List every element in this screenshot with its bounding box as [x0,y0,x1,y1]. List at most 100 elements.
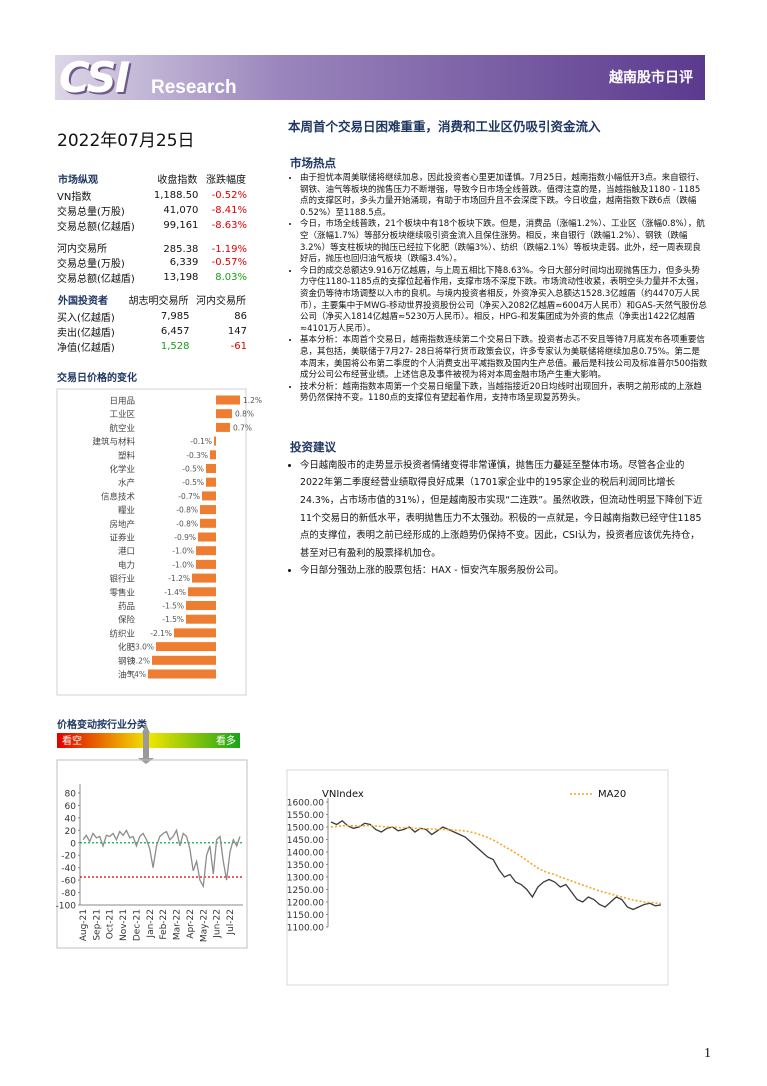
table-cell: 13,198 [163,272,199,283]
header-cell: 外国投资者 [58,295,108,307]
value-label: -1.4% [164,588,186,597]
value-label: -1.0% [172,560,194,569]
table-cell: 8.03% [215,272,247,283]
bullet-text: 今日，市场全线普跌，21个板块中有18个板块下跌。但是，消费品（涨幅1.2%）、… [300,219,708,265]
table-row: VN指数 1,188.50 -0.52% [57,188,247,203]
table-header: 市场纵观 收盘指数 涨跌幅度 [57,168,247,188]
category-label: 工业区 [109,409,135,420]
article-title: 本周首个交易日困难重重，消费和工业区仍吸引资金流入 [288,119,601,134]
category-label: 塑料 [118,450,136,461]
bar [188,587,216,597]
category-label: 信息技术 [101,491,136,502]
y-tick-label: 1150.00 [287,911,324,921]
category-label: 建筑与材料 [92,437,135,448]
table-cell: 147 [227,326,247,337]
page-number: 1 [704,1046,711,1061]
y-tick-label: 1600.00 [287,799,324,809]
table-cell: 净值(亿越盾) [57,343,115,354]
category-label: 水产 [118,478,135,489]
category-label: 钢铁 [118,656,136,667]
y-tick-label: 1100.00 [287,924,324,934]
bar [206,477,216,487]
y-tick-label: 20 [65,827,77,837]
table-cell: -61 [230,341,247,352]
market-table: 市场纵观 收盘指数 涨跌幅度 VN指数 1,188.50 -0.52% 交易总量(万股) 41… [57,168,247,286]
table-cell: -0.57% [211,257,247,268]
value-label: -3.0% [132,643,154,652]
sentiment-arrow [138,724,154,764]
value-label: -1.2% [168,574,190,583]
category-label: 化肥 [118,642,136,653]
bar [210,450,216,460]
bullet-list: 今日越南股市的走势显示投资者情绪变得非常谨慎，抛售压力蔓延至整体市场。尽管各企业… [280,457,708,580]
bar [148,669,216,679]
category-label: 药品 [118,601,135,612]
table-cell: 6,457 [160,326,190,337]
x-tick-label: Oct-21 [106,909,116,939]
category-label: 港口 [118,546,135,557]
table-cell: 7,985 [160,311,190,322]
report-title: 越南股市日评 [609,70,693,86]
bar [156,642,216,652]
value-label: 0.7% [233,423,252,432]
table-row: 净值(亿越盾) 1,528 -61 [57,339,247,354]
x-tick-label: Aug-21 [79,909,89,941]
chart-frame [56,388,247,696]
table-cell: 卖出(亿越盾) [57,328,115,339]
header-cell: 收盘指数 [157,174,198,186]
value-label: -0.8% [176,506,198,515]
bar [152,655,216,665]
bar [192,573,216,583]
legend-label: MA20 [598,789,626,800]
table-cell: 交易总量(万股) [57,259,125,270]
y-tick-label: -100 [56,902,77,912]
bar [216,422,230,432]
table-cell: 285.38 [163,244,199,255]
chart-frame [286,769,669,986]
logo: CSI [59,53,130,102]
y-tick-label: 1500.00 [287,824,324,834]
bar [186,614,216,624]
table-row: 交易总量(万股) 41,070 -8.41% [57,203,247,218]
table-cell: 买入(亿越盾) [57,313,115,324]
y-tick-label: 1200.00 [287,899,324,909]
category-label: 化学业 [109,464,135,475]
bar [196,559,216,569]
table-cell: -1.19% [211,244,247,255]
value-label: 0.8% [235,410,254,419]
section-heading: 市场热点 [290,156,336,170]
category-label: 保险 [118,615,136,626]
series-line [82,828,241,889]
bar [174,628,216,638]
table-cell: 1,188.50 [153,190,199,201]
series-line [330,824,662,905]
bullet-text: 技术分析：越南指数本周第一个交易日缩量下跌，当越指接近20日均线时出现回升，表明… [300,382,708,405]
table-row: 买入(亿越盾) 7,985 86 [57,309,247,324]
header-band: CSI Research 越南股市日评 [55,53,705,102]
category-label: 日用品 [109,397,135,407]
y-tick-label: 1250.00 [287,886,324,896]
y-tick-label: 1300.00 [287,874,324,884]
x-tick-label: Nov-21 [119,909,129,941]
table-cell: -0.52% [211,190,247,201]
value-label: -1.0% [172,547,194,556]
scale-left: 看空 [62,734,82,747]
table-cell: 41,070 [163,205,199,216]
report-date: 2022年07月25日 [57,131,195,151]
y-tick-label: 80 [65,789,77,799]
header-cell: 河内交易所 [196,295,246,307]
value-label: -0.9% [174,533,196,542]
x-tick-label: May-22 [199,909,209,942]
bar [200,505,216,515]
value-label: -3.2% [128,656,150,665]
y-tick-label: 1350.00 [287,861,324,871]
y-tick-label: -80 [61,889,76,899]
value-label: -1.5% [162,615,184,624]
article: 本周首个交易日困难重重，消费和工业区仍吸引资金流入市场热点由于担忧本周美联储将继… [280,116,708,580]
y-tick-label: -20 [61,852,76,862]
section-heading: 投资建议 [290,439,336,454]
table-cell: -8.63% [211,220,247,231]
table-cell: 交易总量(万股) [57,207,125,218]
